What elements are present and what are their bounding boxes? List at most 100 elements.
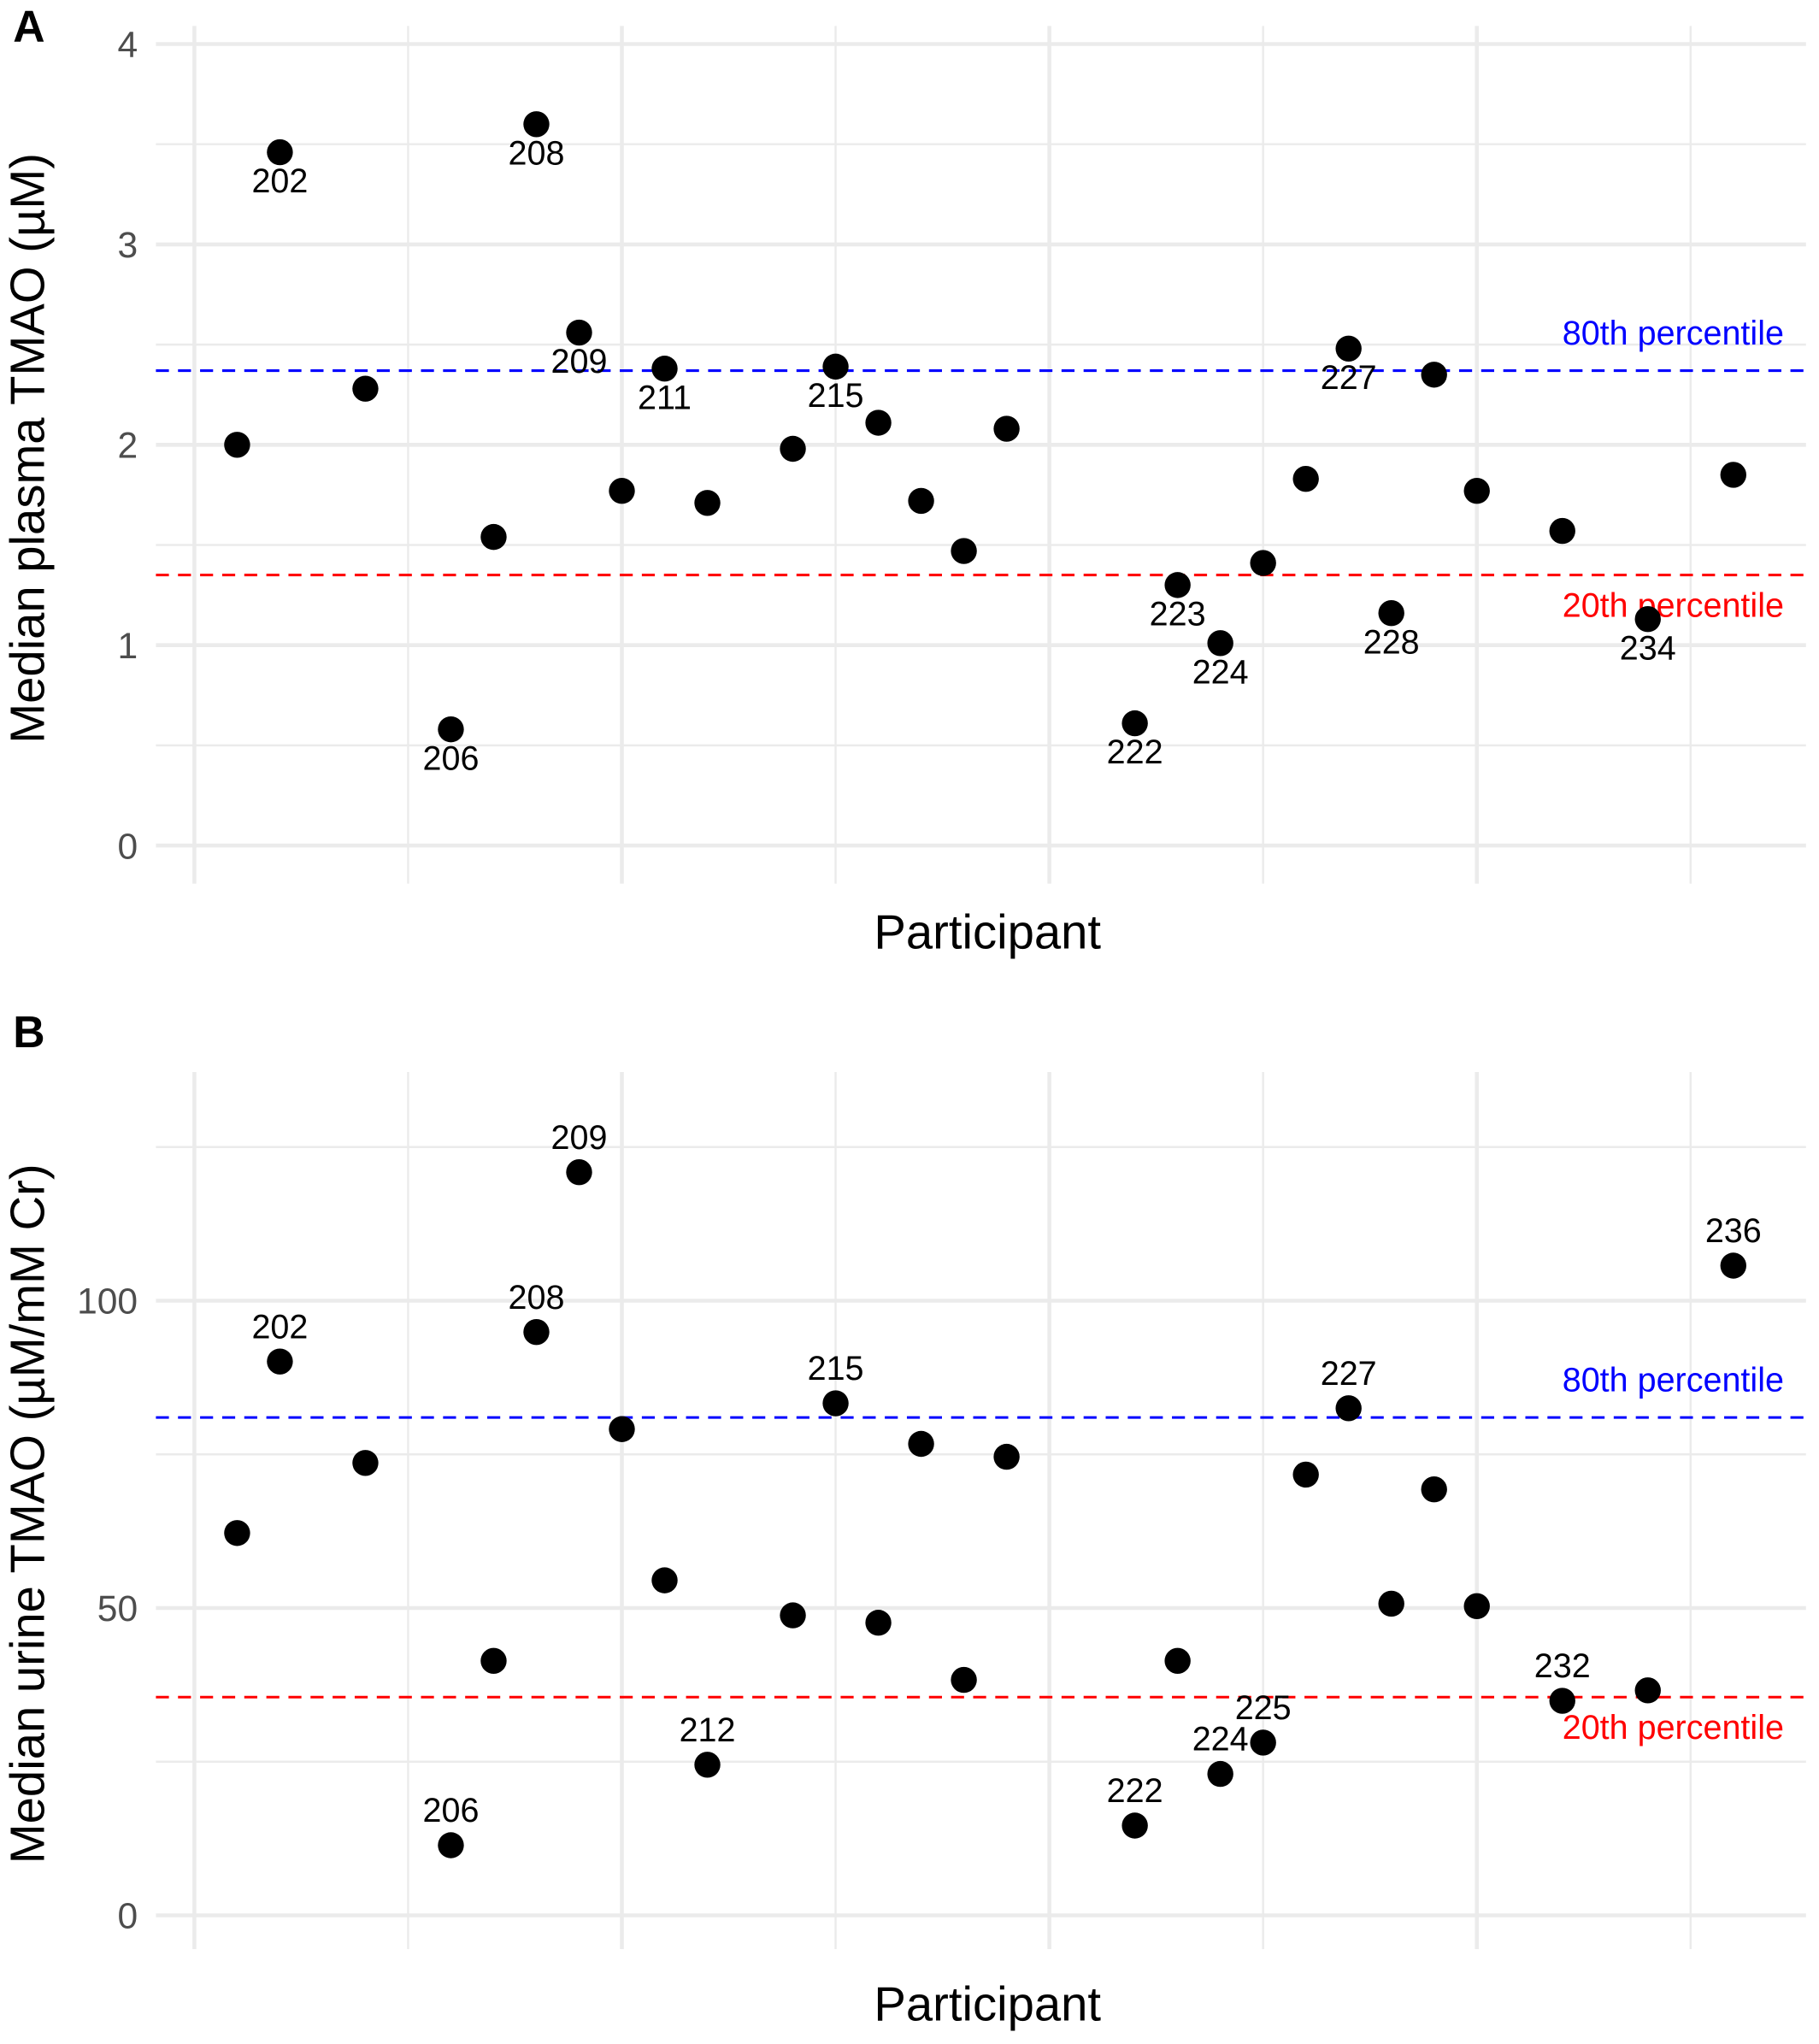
data-point-207 [480,523,507,551]
data-point-218 [951,1666,977,1694]
data-point-227 [1335,335,1362,362]
data-point-212 [694,1752,721,1778]
data-point-223 [1164,572,1191,598]
data-point-201 [224,432,250,458]
panel-a: A Participant Median plasma TMAO (µM) 0 1… [1,2,1806,959]
data-point-211 [651,356,678,382]
point-label-224: 224 [1192,653,1249,691]
data-point-207 [480,1647,507,1675]
data-point-229 [1421,362,1447,388]
data-point-201 [224,1520,250,1546]
x-axis-title-a: Participant [874,905,1101,959]
data-point-226 [1292,465,1319,492]
data-point-224 [1207,630,1233,657]
point-label-234: 234 [1620,629,1676,667]
data-point-212 [694,490,721,516]
point-label-225: 225 [1235,1689,1292,1727]
point-label-224: 224 [1192,1721,1249,1758]
data-point-206 [438,716,464,743]
y-axis-title-a: Median plasma TMAO (µM) [1,153,55,744]
data-point-236 [1720,462,1746,488]
data-point-229 [1421,1476,1447,1503]
data-point-216 [865,409,892,436]
data-point-230 [1463,1593,1490,1620]
point-label-228: 228 [1363,623,1420,661]
data-point-226 [1292,1461,1319,1488]
data-point-236 [1720,1252,1746,1279]
data-point-209 [566,319,592,346]
data-point-225 [1250,1729,1276,1756]
data-point-223 [1164,1647,1191,1675]
data-point-228 [1378,1590,1404,1617]
data-point-214 [780,435,806,462]
y-tick-label: 2 [117,426,138,467]
data-point-227 [1335,1395,1362,1422]
data-point-232 [1549,1688,1575,1714]
point-label-208: 208 [509,1279,565,1317]
reference-label-20th: 20th percentile [1563,1709,1784,1747]
data-point-225 [1250,550,1276,576]
y-tick-label: 100 [77,1281,138,1322]
data-point-204 [352,1450,379,1476]
data-point-218 [951,538,977,564]
data-point-214 [780,1602,806,1629]
data-point-234 [1634,1677,1661,1704]
point-label-222: 222 [1107,1772,1163,1810]
point-label-202: 202 [251,162,308,200]
data-point-222 [1121,710,1148,737]
data-point-219 [993,415,1020,442]
data-point-228 [1378,599,1404,627]
point-label-215: 215 [808,1350,864,1387]
data-point-216 [865,1610,892,1636]
y-tick-label: 4 [117,25,138,66]
data-point-210 [609,1416,635,1442]
data-point-209 [566,1159,592,1186]
point-label-212: 212 [680,1711,736,1749]
point-label-211: 211 [638,379,692,416]
point-label-227: 227 [1321,359,1377,397]
data-point-232 [1549,517,1575,545]
reference-label-80th: 80th percentile [1563,315,1784,352]
point-label-208: 208 [509,134,565,172]
data-point-202 [267,138,293,166]
x-axis-title-b: Participant [874,1977,1101,2031]
data-point-230 [1463,478,1490,504]
reference-label-80th: 80th percentile [1563,1362,1784,1399]
data-point-224 [1207,1760,1233,1788]
point-label-202: 202 [251,1308,308,1346]
y-tick-label: 0 [117,826,138,867]
point-label-206: 206 [423,1792,480,1829]
point-label-236: 236 [1705,1212,1762,1250]
point-label-223: 223 [1150,595,1206,633]
data-point-210 [609,478,635,504]
point-label-209: 209 [551,343,608,380]
data-point-206 [438,1832,464,1858]
y-tick-label: 0 [117,1896,138,1937]
data-point-215 [822,1390,849,1417]
panel-label-b: B [13,1007,44,1057]
data-point-217 [908,487,934,515]
data-point-211 [651,1567,678,1593]
data-point-208 [523,1318,550,1346]
data-point-217 [908,1430,934,1458]
y-axis-title-b: Median urine TMAO (µM/mM Cr) [1,1163,55,1864]
data-point-208 [523,111,550,138]
data-point-219 [993,1443,1020,1470]
y-tick-label: 3 [117,225,138,266]
data-point-202 [267,1348,293,1375]
point-label-215: 215 [808,377,864,415]
panel-b: B Participant Median urine TMAO (µM/mM C… [1,1007,1806,2031]
data-point-234 [1634,606,1661,633]
reference-label-20th: 20th percentile [1563,586,1784,624]
data-point-222 [1121,1812,1148,1839]
y-tick-label: 50 [97,1588,138,1629]
point-label-222: 222 [1107,733,1163,771]
point-label-227: 227 [1321,1355,1377,1393]
panel-label-a: A [13,2,44,51]
data-point-204 [352,375,379,402]
point-label-232: 232 [1534,1647,1591,1685]
data-point-215 [822,353,849,380]
point-label-209: 209 [551,1119,608,1157]
y-tick-label: 1 [117,626,138,667]
